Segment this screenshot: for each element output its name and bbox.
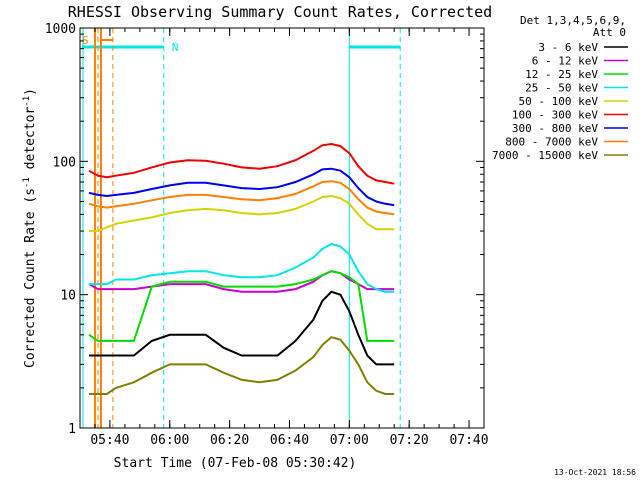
x-tick-label: 07:20 [390,433,429,448]
y-axis-label: Corrected Count Rate (s-1 detector-1) [22,88,38,368]
chart-title: RHESSI Observing Summary Count Rates, Co… [68,3,492,21]
y-tick-label: 10 [60,289,76,304]
series-line-2 [88,270,395,293]
series-layer [88,142,395,395]
night-flag-label: N [172,41,179,54]
series-line-9 [89,336,395,395]
legend-label-3: 12 - 25 keV [525,68,598,81]
series-line-4 [89,242,395,293]
legend-header-2: Att 0 [593,26,626,39]
x-axis-label: Start Time (07-Feb-08 05:30:42) [114,456,357,471]
plot-frame [79,27,485,429]
x-tick-label: 06:40 [270,433,309,448]
series-line-8 [88,180,395,216]
x-tick-label: 05:40 [90,433,129,448]
legend-label-6: 100 - 300 keV [512,109,598,122]
series-line-7 [88,167,395,207]
legend-label-7: 300 - 800 keV [512,122,598,135]
y-tick-label: 100 [53,155,76,170]
x-tick-label: 07:40 [449,433,488,448]
legend-label-5: 50 - 100 keV [519,95,599,108]
x-tick-label: 06:20 [210,433,249,448]
series-line-6 [88,142,395,185]
series-line-5 [89,194,395,233]
saa-flag-label: S [82,34,89,47]
x-tick-label: 06:00 [150,433,189,448]
legend-label-1: 3 - 6 keV [538,41,598,54]
flags-layer: NS [82,28,401,428]
series-line-3 [88,270,395,342]
y-tick-label: 1000 [45,22,76,37]
legend-header-1: Det 1,3,4,5,6,9, [520,14,626,27]
y-tick-label: 1 [68,422,76,437]
legend-label-2: 6 - 12 keV [532,55,599,68]
timestamp: 13-Oct-2021 18:56 [554,468,636,477]
legend-label-8: 800 - 7000 keV [505,136,598,149]
axes-layer: 05:40 06:00 06:20 06:40 07:00 07:20 07:40 1 10 10… [45,22,489,448]
legend-label-9: 7000 - 15000 keV [492,149,598,162]
series-line-1 [89,290,395,366]
x-tick-label: 07:00 [330,433,369,448]
legend-label-4: 25 - 50 keV [525,82,598,95]
